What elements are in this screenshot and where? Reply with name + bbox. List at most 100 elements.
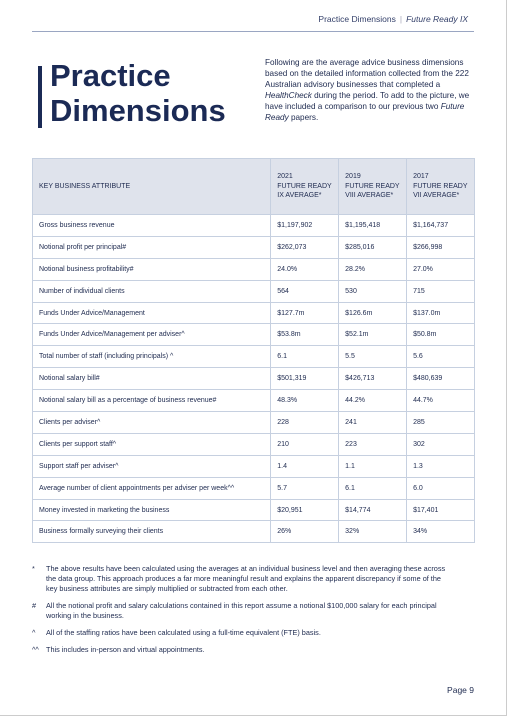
footnote-text: The above results have been calculated u…	[46, 564, 446, 593]
column-header: 2021 FUTURE READY IX AVERAGE*	[270, 158, 340, 215]
header-line: VIII AVERAGE*	[345, 192, 394, 200]
title-line: Dimensions	[50, 93, 226, 128]
table-cell: 5.6	[406, 345, 475, 369]
header-line: FUTURE READY	[277, 182, 332, 190]
table-row: Support staff per adviser^ 1.4 1.1 1.3	[31, 454, 475, 478]
table-row: Funds Under Advice/Management $127.7m $126…	[31, 301, 475, 325]
table-cell: $501,319	[270, 367, 340, 391]
table-row: Total number of staff (including princip…	[31, 345, 475, 369]
table-cell: $50.8m	[406, 323, 475, 347]
table-row: Notional profit per principal# $262,073 $2…	[31, 235, 475, 259]
footnotes: * The above results have been calculated …	[32, 564, 452, 662]
intro: Following are the average advice busines…	[265, 57, 480, 123]
footnote-text: This includes in-person and virtual appo…	[46, 645, 205, 654]
footnote-mark: #	[32, 601, 37, 610]
table-row: Funds Under Advice/Management per advise…	[31, 323, 475, 347]
footnote-mark: ^	[32, 628, 36, 637]
table-cell: Notional business profitability#	[31, 257, 272, 281]
footnote: # All the notional profit and salary calc…	[32, 601, 452, 621]
title: Practice Dimensions	[50, 58, 226, 128]
table-cell: Number of individual clients	[31, 279, 272, 303]
column-header: KEY BUSINESS ATTRIBUTE	[31, 158, 272, 215]
table-cell: 6.1	[270, 345, 340, 369]
table-row: Notional salary bill# $501,319 $426,713 $48…	[31, 367, 475, 391]
table-cell: 530	[338, 279, 408, 303]
intro-text: during the period. To add to the picture…	[265, 91, 470, 111]
table-row: Average number of client appointments pe…	[31, 476, 475, 500]
table-cell: 285	[406, 411, 475, 434]
header-line: 2021	[277, 173, 293, 181]
running-header: Practice Dimensions | Future Ready IX	[318, 14, 468, 24]
table-cell: 210	[270, 432, 340, 456]
table-cell: 34%	[406, 520, 475, 544]
table-cell: Notional salary bill as a percentage of …	[31, 389, 272, 413]
table-row: Gross business revenue $1,197,902 $1,195,4…	[31, 214, 475, 237]
publication: Future Ready IX	[406, 14, 468, 24]
footnote-mark: ^^	[32, 645, 39, 654]
section: Practice Dimensions	[318, 14, 396, 24]
intro-text: papers.	[288, 113, 319, 122]
table-row: Notional business profitability# 24.0% 28.…	[31, 257, 475, 281]
table-cell: 302	[406, 432, 475, 456]
table-cell: $53.8m	[270, 323, 340, 347]
column-header: 2017 FUTURE READY VII AVERAGE*	[406, 158, 475, 215]
header-line: FUTURE READY	[413, 182, 468, 190]
table-cell: $137.0m	[406, 301, 475, 325]
table-cell: $426,713	[338, 367, 408, 391]
table-cell: $480,639	[406, 367, 475, 391]
column-header: 2019 FUTURE READY VIII AVERAGE*	[338, 158, 408, 215]
footnote-mark: *	[32, 564, 35, 573]
table-cell: $17,401	[406, 498, 475, 522]
footnote: * The above results have been calculated …	[32, 564, 452, 594]
table-cell: $1,195,418	[338, 214, 408, 237]
table-row: Number of individual clients 564 530 715	[31, 279, 475, 303]
table-cell: 715	[406, 279, 475, 303]
table-cell: 44.7%	[406, 389, 475, 413]
table-cell: $52.1m	[338, 323, 408, 347]
table-row: Clients per adviser^ 228 241 285	[31, 411, 475, 434]
title-bar	[38, 66, 42, 128]
footnote-text: All of the staffing ratios have been cal…	[46, 628, 321, 637]
table-cell: 228	[270, 411, 340, 434]
table-cell: $20,951	[270, 498, 340, 522]
table-cell: Gross business revenue	[31, 214, 272, 237]
table-cell: 241	[338, 411, 408, 434]
table-cell: 32%	[338, 520, 408, 544]
table-cell: $1,197,902	[270, 214, 340, 237]
table-cell: Funds Under Advice/Management per advise…	[31, 323, 272, 347]
table-row: Clients per support staff^ 210 223 302	[31, 432, 475, 456]
table: KEY BUSINESS ATTRIBUTE 2021 FUTURE READY IX…	[31, 158, 475, 544]
table-cell: Average number of client appointments pe…	[31, 476, 272, 500]
footnote: ^ All of the staffing ratios have been ca…	[32, 628, 452, 638]
footnote-text: All the notional profit and salary calcu…	[46, 601, 437, 620]
table-cell: 223	[338, 432, 408, 456]
table-cell: Support staff per adviser^	[31, 454, 272, 478]
table-cell: Money invested in marketing the business	[31, 498, 272, 522]
header-line: IX AVERAGE*	[277, 192, 322, 200]
table-cell: Total number of staff (including princip…	[31, 345, 272, 369]
table-cell: 1.3	[406, 454, 475, 478]
intro-text: Future Ready	[265, 102, 465, 122]
header-line: VII AVERAGE*	[413, 192, 460, 200]
table-cell: 5.7	[270, 476, 340, 500]
table-cell: 26%	[270, 520, 340, 544]
footnote: ^^ This includes in-person and virtual ap…	[32, 645, 452, 655]
table-cell: Funds Under Advice/Management	[31, 301, 272, 325]
table-cell: 6.1	[338, 476, 408, 500]
table-cell: 564	[270, 279, 340, 303]
table-cell: Notional salary bill#	[31, 367, 272, 391]
table-cell: $1,164,737	[406, 214, 475, 237]
table-cell: 28.2%	[338, 257, 408, 281]
table-cell: Notional profit per principal#	[31, 235, 272, 259]
table-cell: 6.0	[406, 476, 475, 500]
header-rule	[32, 31, 474, 32]
table-cell: Clients per support staff^	[31, 432, 272, 456]
table-cell: Clients per adviser^	[31, 411, 272, 434]
table-cell: 24.0%	[270, 257, 340, 281]
table-cell: $127.7m	[270, 301, 340, 325]
table-cell: 48.3%	[270, 389, 340, 413]
header-line: 2019	[345, 173, 361, 181]
table-cell: 5.5	[338, 345, 408, 369]
table-cell: 1.1	[338, 454, 408, 478]
